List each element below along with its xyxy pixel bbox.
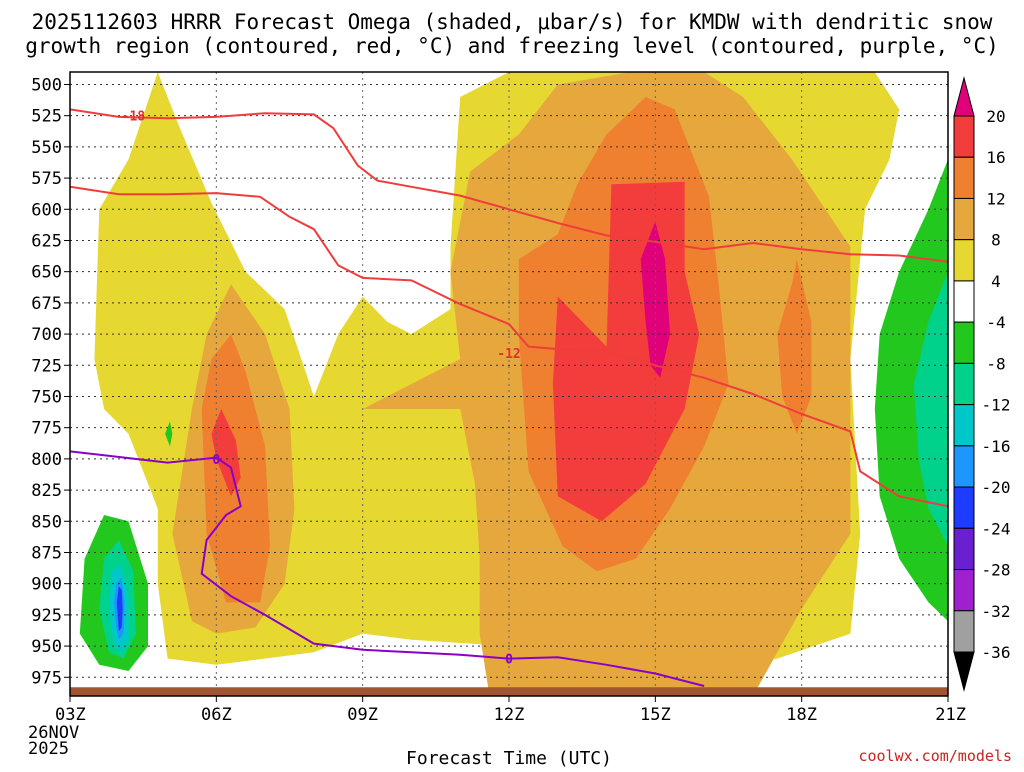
y-tick-label: 650: [31, 263, 62, 283]
x-tick-label: 09Z: [347, 705, 378, 725]
x-tick-label: 18Z: [786, 705, 817, 725]
colorbar-label: 20: [986, 107, 1005, 126]
y-tick-label: 875: [31, 543, 62, 563]
y-tick-label: 850: [31, 512, 62, 532]
y-tick-label: 575: [31, 169, 62, 189]
omega-region-16: [913, 271, 948, 547]
contour-label-3: 0: [505, 653, 513, 668]
x-tick-label: 15Z: [640, 705, 671, 725]
y-tick-label: 600: [31, 200, 62, 220]
colorbar-bin: [953, 197, 975, 241]
contour-layer: -18 -12 0 0: [70, 108, 948, 687]
y-tick-label: 950: [31, 637, 62, 657]
y-tick-label: 725: [31, 356, 62, 376]
colorbar-label: 4: [991, 272, 1001, 291]
colorbar-bin: [953, 404, 975, 447]
y-tick-label: 775: [31, 419, 62, 439]
colorbar-bin: [953, 321, 975, 364]
colorbar-bottom-arrow: [953, 651, 975, 692]
colorbar-label: -20: [982, 478, 1011, 497]
credit-link[interactable]: coolwx.com/models: [858, 747, 1012, 765]
colorbar-bin: [953, 156, 975, 199]
x-tick-label: 06Z: [201, 705, 232, 725]
y-tick-label: 900: [31, 575, 62, 595]
chart-title-line1: 2025112603 HRRR Forecast Omega (shaded, …: [32, 10, 993, 34]
y-tick-label: 500: [31, 75, 62, 95]
colorbar-bin: [953, 362, 975, 406]
y-tick-label: 525: [31, 107, 62, 127]
colorbar-bin: [953, 610, 975, 653]
colorbar-label: -16: [982, 437, 1011, 456]
colorbar-label: -28: [982, 561, 1011, 580]
colorbar-bin: [953, 115, 975, 158]
colorbar: 20 16 12 8 4 -4 -8 -12 -16 -20 -24 -28 -32 -36: [953, 76, 1011, 692]
y-tick-label: 675: [31, 294, 62, 314]
colorbar-label: 12: [986, 189, 1005, 208]
y-tick-label: 700: [31, 325, 62, 345]
x-tick-label: 21Z: [935, 705, 966, 725]
colorbar-bin: [953, 239, 975, 282]
x-tick-label: 03Z: [55, 705, 86, 725]
colorbar-label: -8: [986, 354, 1005, 373]
x-date-line2: 2025: [28, 739, 69, 759]
contour-line-0: [70, 108, 948, 263]
omega-shading-layer: [79, 72, 948, 696]
y-tick-label: 625: [31, 231, 62, 251]
contour-line-2: [70, 450, 705, 687]
omega-region-10: [165, 421, 173, 447]
contour-label-0: -18: [122, 110, 146, 125]
colorbar-label: -32: [982, 602, 1011, 621]
omega-region-14: [116, 586, 123, 632]
colorbar-label: -4: [986, 313, 1005, 332]
colorbar-bin: [953, 445, 975, 488]
y-axis: 500 525 550 575 600 625 650 675 700 725 750 775 800 8…: [31, 75, 70, 688]
y-tick-label: 750: [31, 387, 62, 407]
chart-title-line2: growth region (contoured, red, °C) and f…: [25, 34, 999, 58]
y-tick-label: 550: [31, 138, 62, 158]
colorbar-label: -36: [982, 643, 1011, 662]
x-axis-title: Forecast Time (UTC): [406, 748, 612, 768]
colorbar-bin: [953, 486, 975, 529]
x-axis: 03Z 06Z 09Z 12Z 15Z 18Z 21Z: [55, 696, 966, 725]
y-tick-label: 800: [31, 450, 62, 470]
y-tick-label: 925: [31, 606, 62, 626]
contour-line-1: [70, 185, 948, 508]
contour-label-2: 0: [212, 453, 220, 468]
omega-region-8: [640, 221, 670, 378]
y-tick-label: 975: [31, 668, 62, 688]
colorbar-bin: [953, 569, 975, 612]
x-date-line1: 26NOV: [28, 723, 79, 743]
colorbar-label: -12: [982, 396, 1011, 415]
colorbar-label: -24: [982, 519, 1011, 538]
colorbar-bin: [953, 280, 975, 323]
y-tick-label: 825: [31, 481, 62, 501]
colorbar-bin: [953, 527, 975, 571]
x-tick-label: 12Z: [494, 705, 525, 725]
colorbar-label: 16: [986, 148, 1005, 167]
contour-label-1: -12: [497, 347, 520, 362]
colorbar-label: 8: [991, 231, 1001, 250]
